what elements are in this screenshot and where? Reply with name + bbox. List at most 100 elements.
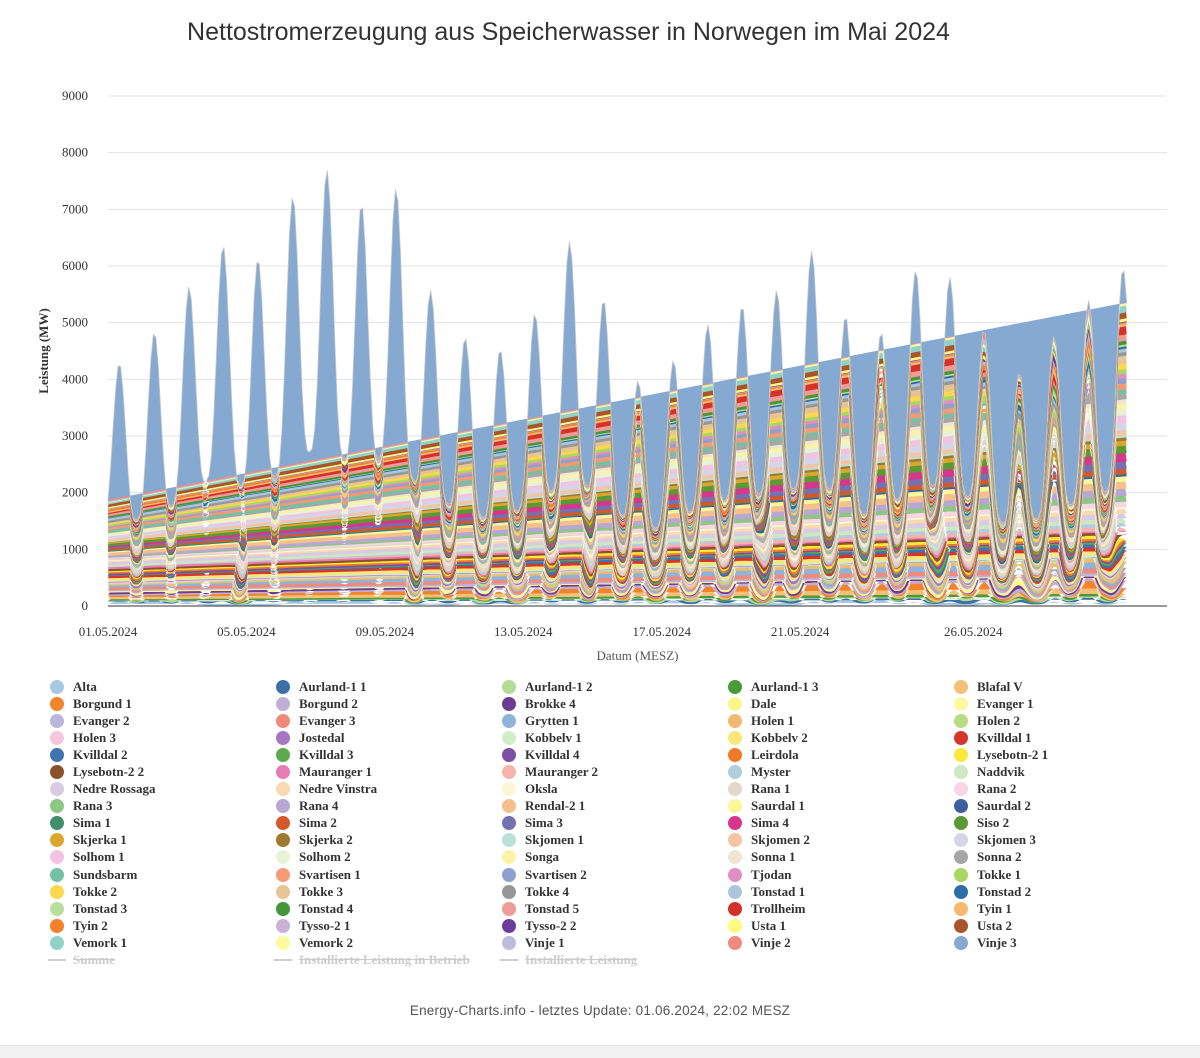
legend-item[interactable]: Dale [726,695,952,712]
y-axis-ticks: 0 1000 2000 3000 4000 5000 6000 7000 8000 9000 [62,88,88,613]
legend-item[interactable]: Jostedal [274,729,500,746]
legend-item-line[interactable]: Installierte Leistung [500,952,726,969]
legend-item-line[interactable]: Summe [48,952,274,969]
legend-label: Tonstad 5 [525,900,580,916]
legend-item[interactable]: Blafal V [952,678,1178,695]
legend-item[interactable]: Tokke 4 [500,883,726,900]
legend-item[interactable]: Mauranger 2 [500,763,726,780]
legend-item[interactable]: Vemork 2 [274,934,500,951]
legend-item[interactable]: Tonstad 4 [274,900,500,917]
legend-item[interactable]: Usta 2 [952,917,1178,934]
legend-item[interactable]: Solhom 2 [274,849,500,866]
legend-item[interactable]: Borgund 2 [274,695,500,712]
legend-item[interactable]: Nedre Vinstra [274,781,500,798]
legend-item[interactable]: Sonna 1 [726,849,952,866]
legend-item[interactable]: Vinje 2 [726,934,952,951]
legend-item[interactable]: Leirdola [726,746,952,763]
legend-item[interactable]: Saurdal 1 [726,798,952,815]
legend-item[interactable]: Tjodan [726,866,952,883]
legend-item[interactable]: Tonstad 2 [952,883,1178,900]
legend-label: Kvilldal 3 [299,746,354,762]
legend-item[interactable]: Kvilldal 4 [500,746,726,763]
legend-item-line[interactable]: Installierte Leistung in Betrieb [274,952,500,969]
legend-item[interactable]: Grytten 1 [500,712,726,729]
legend-item[interactable]: Sima 1 [48,815,274,832]
legend-item[interactable]: Evanger 3 [274,712,500,729]
legend-swatch [728,816,742,831]
legend-item[interactable]: Rendal-2 1 [500,798,726,815]
legend-item[interactable]: Holen 2 [952,712,1178,729]
legend-item[interactable]: Aurland-1 2 [500,678,726,695]
legend-item[interactable]: Rana 4 [274,798,500,815]
legend-item[interactable]: Tokke 1 [952,866,1178,883]
legend-item[interactable]: Oksla [500,781,726,798]
legend-label: Naddvik [977,764,1025,780]
legend-item[interactable]: Skjerka 1 [48,832,274,849]
legend-item[interactable]: Kvilldal 3 [274,746,500,763]
legend-item[interactable]: Nedre Rossaga [48,781,274,798]
legend-label: Vinje 1 [525,934,565,950]
legend-item[interactable]: Rana 1 [726,781,952,798]
legend-item[interactable]: Aurland-1 1 [274,678,500,695]
legend-item[interactable]: Tysso-2 1 [274,917,500,934]
legend-swatch [954,713,968,728]
legend-swatch [954,799,968,814]
legend-item[interactable]: Skjomen 2 [726,832,952,849]
legend-item[interactable]: Sonna 2 [952,849,1178,866]
legend-item[interactable]: Kobbelv 1 [500,729,726,746]
legend-item[interactable]: Naddvik [952,763,1178,780]
legend-item[interactable]: Holen 1 [726,712,952,729]
legend-item[interactable]: Trollheim [726,900,952,917]
legend-item[interactable]: Saurdal 2 [952,798,1178,815]
legend-item[interactable]: Holen 3 [48,729,274,746]
legend-item[interactable]: Myster [726,763,952,780]
legend-label: Tonstad 2 [977,883,1032,899]
legend-item[interactable]: Usta 1 [726,917,952,934]
legend-label: Skjomen 1 [525,832,584,848]
legend-item[interactable]: Aurland-1 3 [726,678,952,695]
legend-item[interactable]: Mauranger 1 [274,763,500,780]
legend-line-swatch [48,959,66,962]
y-tick-label: 8000 [62,145,88,160]
legend-item[interactable]: Siso 2 [952,815,1178,832]
legend-item[interactable]: Rana 3 [48,798,274,815]
legend-label: Solhom 2 [299,849,351,865]
legend-item[interactable]: Lysebotn-2 2 [48,763,274,780]
legend-item[interactable]: Rana 2 [952,781,1178,798]
legend-swatch [276,867,290,882]
legend-item[interactable]: Svartisen 1 [274,866,500,883]
legend-item[interactable]: Sima 4 [726,815,952,832]
legend-item[interactable]: Lysebotn-2 1 [952,746,1178,763]
legend-item[interactable]: Tonstad 5 [500,900,726,917]
legend-item[interactable]: Kvilldal 1 [952,729,1178,746]
legend-item[interactable]: Vemork 1 [48,934,274,951]
legend-item[interactable]: Skjerka 2 [274,832,500,849]
legend-item[interactable]: Sima 3 [500,815,726,832]
legend-item[interactable]: Solhom 1 [48,849,274,866]
legend-item[interactable]: Sima 2 [274,815,500,832]
legend-item[interactable]: Kvilldal 2 [48,746,274,763]
legend-item[interactable]: Tysso-2 2 [500,917,726,934]
series-areas[interactable] [107,170,1128,606]
legend-item[interactable]: Tyin 1 [952,900,1178,917]
legend-item[interactable]: Evanger 2 [48,712,274,729]
legend-item[interactable]: Kobbelv 2 [726,729,952,746]
legend-item[interactable]: Tonstad 1 [726,883,952,900]
legend-item[interactable]: Sundsbarm [48,866,274,883]
legend-item[interactable]: Skjomen 3 [952,832,1178,849]
legend-item[interactable]: Skjomen 1 [500,832,726,849]
legend-swatch [50,901,64,916]
legend-item[interactable]: Svartisen 2 [500,866,726,883]
legend-item[interactable]: Tyin 2 [48,917,274,934]
legend-item[interactable]: Vinje 1 [500,934,726,951]
legend-swatch [50,884,64,899]
legend-item[interactable]: Alta [48,678,274,695]
legend-item[interactable]: Brokke 4 [500,695,726,712]
legend-item[interactable]: Tokke 3 [274,883,500,900]
legend-item[interactable]: Tokke 2 [48,883,274,900]
legend-item[interactable]: Vinje 3 [952,934,1178,951]
legend-item[interactable]: Borgund 1 [48,695,274,712]
legend-item[interactable]: Evanger 1 [952,695,1178,712]
legend-item[interactable]: Tonstad 3 [48,900,274,917]
legend-item[interactable]: Songa [500,849,726,866]
